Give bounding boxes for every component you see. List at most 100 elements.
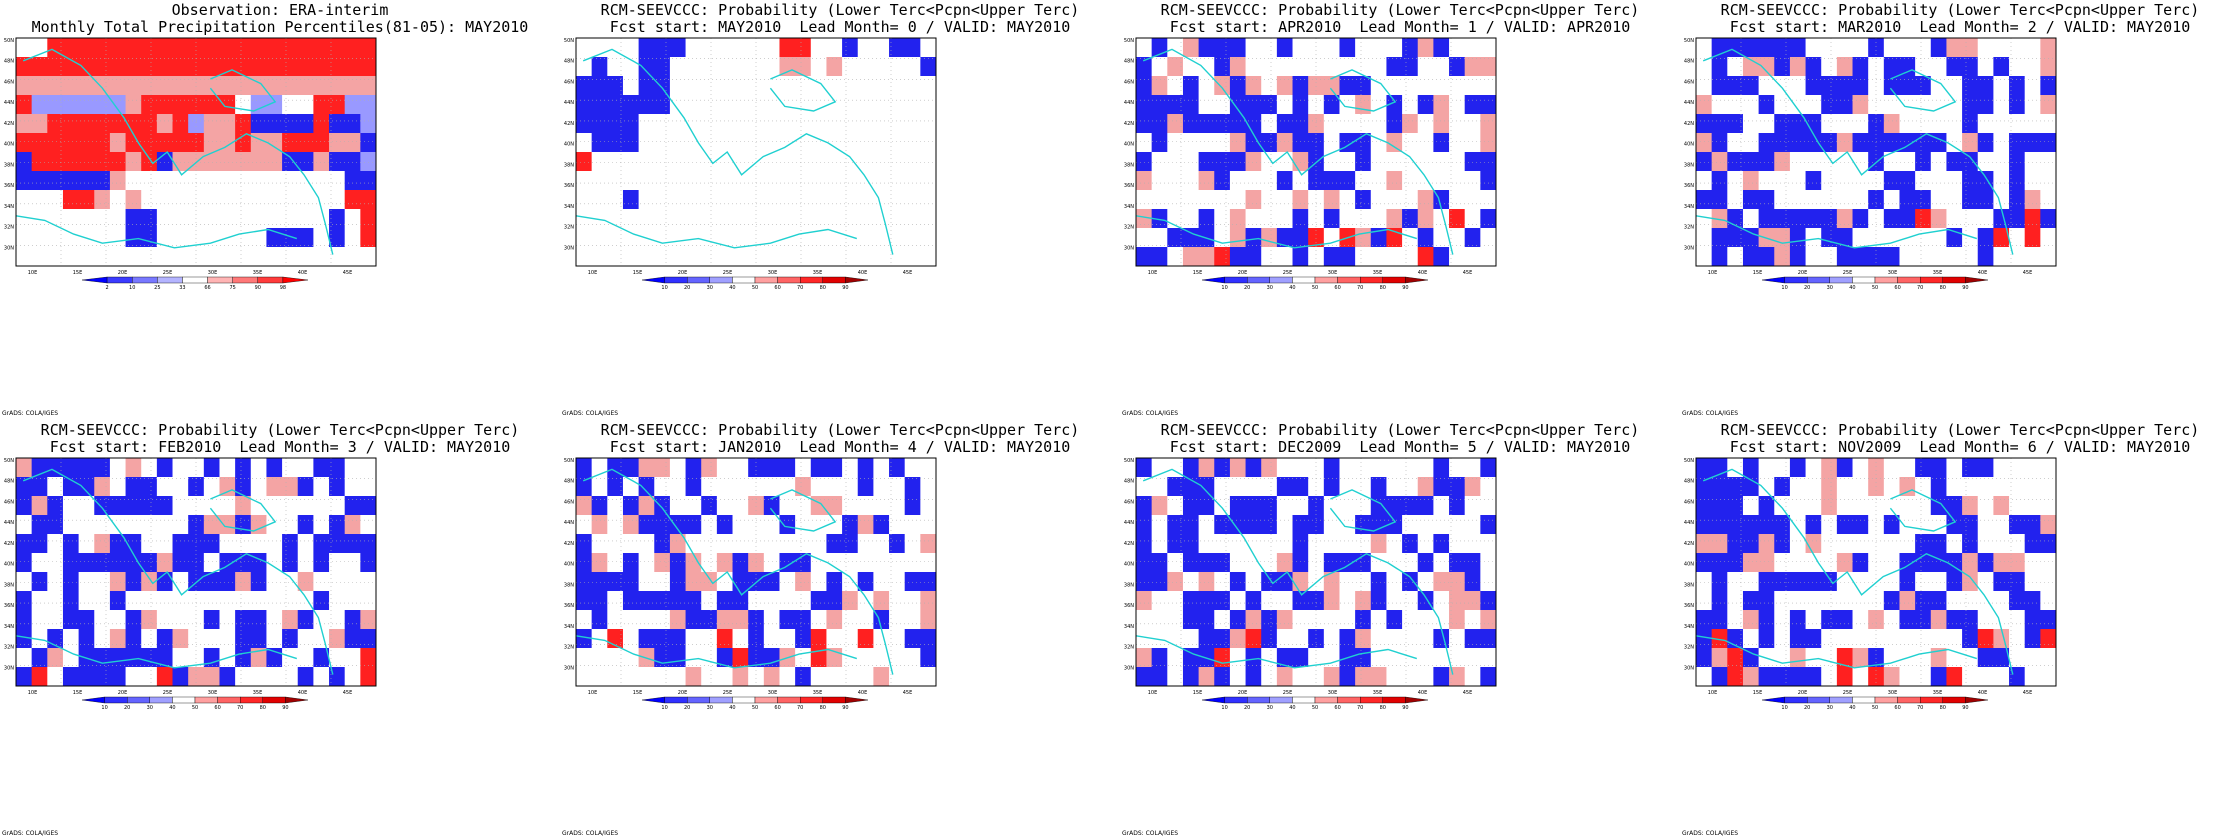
grid-cell: [156, 572, 174, 592]
grid-cell: [920, 57, 937, 77]
colorbar-label: 10: [129, 285, 135, 291]
grid-cell: [904, 209, 921, 229]
grid-cell: [1198, 57, 1215, 77]
grid-cell: [857, 76, 874, 96]
grid-cell: [889, 114, 906, 134]
grid-cell: [141, 515, 158, 535]
grid-cell: [2040, 114, 2057, 134]
grid-cell: [591, 95, 608, 115]
grid-cell: [1276, 477, 1294, 497]
colorbar-label: 60: [1334, 705, 1340, 711]
grid-cell: [47, 171, 64, 191]
grid-cell: [1727, 534, 1744, 554]
grid-cell: [685, 496, 702, 516]
grid-cell: [638, 152, 655, 172]
grid-cell: [1323, 515, 1340, 535]
grid-cell: [1696, 95, 1713, 115]
grid-cell: [219, 57, 236, 77]
grid-cell: [920, 496, 937, 516]
grid-cell: [1977, 152, 1994, 172]
grid-cell: [669, 114, 687, 134]
grid-cell: [1946, 515, 1963, 535]
grid-cell: [1852, 477, 1869, 497]
grid-cell: [576, 247, 593, 267]
grid-cell: [313, 553, 330, 573]
grid-cell: [1167, 534, 1184, 554]
grid-cell: [1402, 114, 1419, 134]
lat-tick-label: 46N: [1124, 499, 1134, 505]
grid-cell: [1836, 152, 1854, 172]
grid-cell: [842, 610, 859, 630]
grid-cell: [1151, 247, 1168, 267]
grid-cell: [16, 133, 33, 153]
grid-cell: [669, 152, 687, 172]
grid-cell: [141, 591, 158, 611]
grid-cell: [716, 648, 734, 668]
grid-cell: [622, 152, 640, 172]
grid-cell: [1182, 171, 1200, 191]
lat-tick-label: 40N: [1124, 562, 1134, 568]
map-panel: 50N 48N 46N 44N 42N 40N 38N 36N 34N 32N 30N 10E 15E 2…: [1120, 420, 1680, 840]
grid-cell: [1355, 95, 1372, 115]
grid-cell: [1852, 95, 1869, 115]
colorbar-label: 20: [684, 705, 690, 711]
colorbar-swatch: [845, 276, 869, 284]
lat-tick-label: 30N: [564, 245, 574, 251]
grid-cell: [1899, 76, 1916, 96]
lon-tick-label: 40E: [858, 270, 868, 276]
grid-cell: [1727, 133, 1744, 153]
grid-cell: [763, 57, 780, 77]
grid-cell: [2009, 591, 2026, 611]
grid-cell: [842, 57, 859, 77]
grid-cell: [904, 572, 921, 592]
grid-cell: [1868, 171, 1885, 191]
grid-cell: [1946, 38, 1963, 58]
grid-cell: [313, 515, 330, 535]
grid-cell: [31, 515, 48, 535]
grid-cell: [1774, 38, 1791, 58]
lat-tick-label: 48N: [1124, 59, 1134, 65]
grid-cell: [748, 247, 765, 267]
grid-cell: [576, 38, 593, 58]
colorbar-label: 90: [1962, 705, 1968, 711]
grid-cell: [78, 133, 95, 153]
grid-cell: [638, 553, 655, 573]
colorbar-swatch: [1224, 696, 1248, 704]
grid-cell: [748, 114, 765, 134]
grid-cell: [1742, 515, 1760, 535]
lon-tick-label: 25E: [1283, 690, 1293, 696]
grid-cell: [591, 57, 608, 77]
grid-cell: [94, 190, 111, 210]
grid-cell: [62, 190, 80, 210]
grid-cell: [31, 496, 48, 516]
grid-cell: [1836, 190, 1854, 210]
colorbar-label: 33: [179, 285, 185, 291]
grid-cell: [1977, 515, 1994, 535]
grid-cell: [2040, 152, 2057, 172]
grid-cell: [313, 171, 330, 191]
grid-cell: [1711, 610, 1728, 630]
grid-cell: [109, 553, 127, 573]
grid-cell: [654, 458, 671, 478]
grid-cell: [203, 190, 220, 210]
grid-cell: [329, 38, 346, 58]
grid-cell: [1386, 76, 1403, 96]
grid-cell: [1214, 38, 1231, 58]
grid-cell: [313, 95, 330, 115]
grid-cell: [344, 38, 361, 58]
grid-cell: [920, 458, 937, 478]
grid-cell: [826, 553, 843, 573]
grid-cell: [1789, 477, 1807, 497]
grid-cell: [109, 171, 127, 191]
grid-cell: [344, 114, 361, 134]
grid-cell: [1214, 57, 1231, 77]
lon-tick-label: 35E: [813, 690, 823, 696]
grid-cell: [1292, 171, 1309, 191]
grid-cell: [1727, 228, 1744, 248]
grid-cell: [842, 95, 859, 115]
grid-cell: [1417, 572, 1434, 592]
grid-cell: [810, 57, 827, 77]
grid-cell: [607, 553, 624, 573]
grid-cell: [1696, 534, 1713, 554]
grid-cell: [94, 591, 111, 611]
